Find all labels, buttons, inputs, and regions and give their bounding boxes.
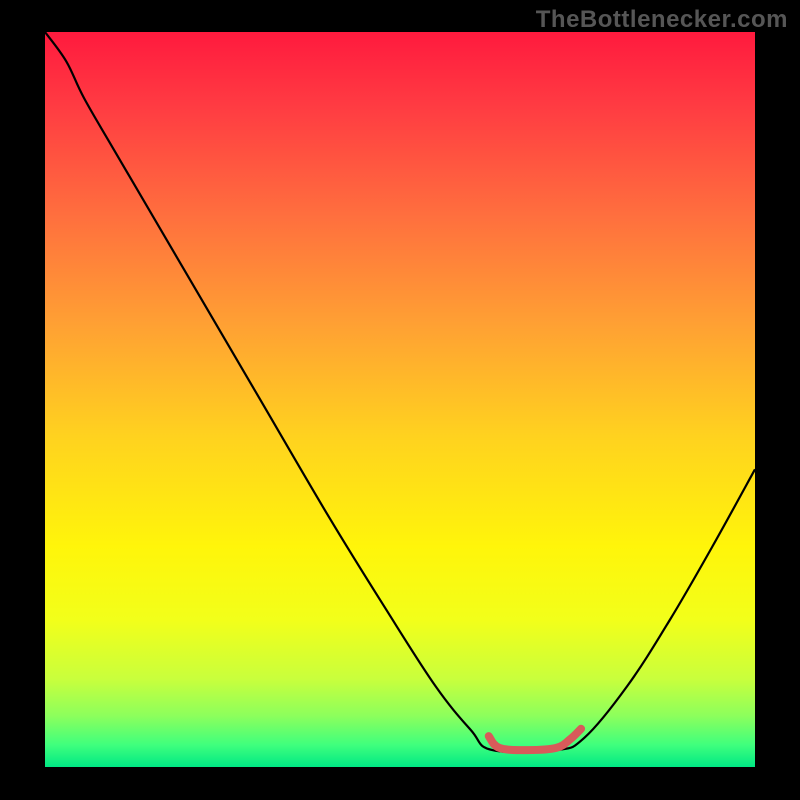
watermark-text: TheBottlenecker.com	[536, 6, 788, 34]
plot-area	[45, 32, 755, 767]
gradient-background	[45, 32, 755, 767]
chart-svg	[45, 32, 755, 767]
chart-container: TheBottlenecker.com	[0, 0, 800, 800]
